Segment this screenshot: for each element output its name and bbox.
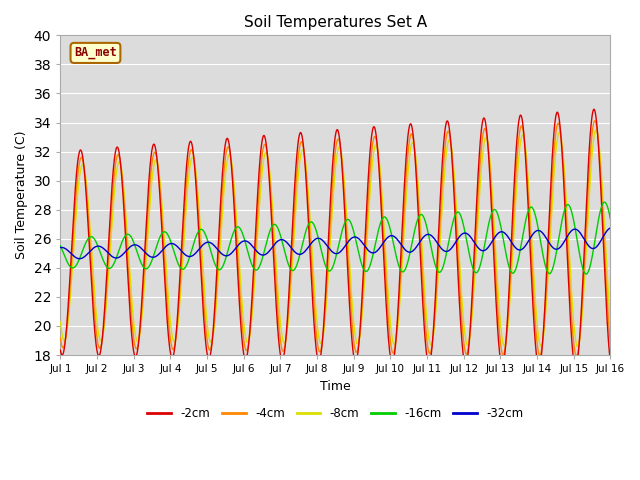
- Legend: -2cm, -4cm, -8cm, -16cm, -32cm: -2cm, -4cm, -8cm, -16cm, -32cm: [143, 402, 528, 425]
- Title: Soil Temperatures Set A: Soil Temperatures Set A: [244, 15, 427, 30]
- Y-axis label: Soil Temperature (C): Soil Temperature (C): [15, 131, 28, 259]
- X-axis label: Time: Time: [320, 380, 351, 393]
- Text: BA_met: BA_met: [74, 47, 117, 60]
